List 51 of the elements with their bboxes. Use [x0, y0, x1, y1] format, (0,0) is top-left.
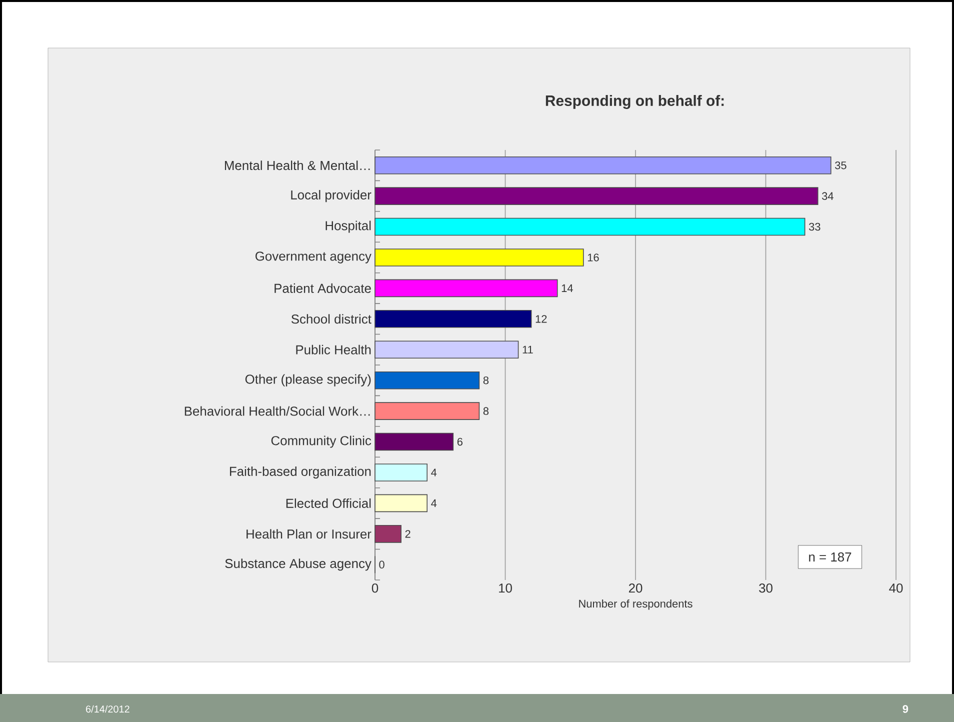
y-tick-label: Health Plan or Insurer — [246, 529, 372, 539]
bar — [374, 525, 402, 543]
data-label: 0 — [379, 560, 384, 569]
data-label: 14 — [562, 284, 573, 292]
bar — [374, 248, 584, 266]
bar — [374, 402, 480, 420]
data-label: 8 — [483, 407, 489, 415]
y-tick-label: Faith-based organization — [230, 466, 371, 479]
annotation: n = 187 — [809, 552, 852, 562]
x-tick-label: 30 — [759, 584, 772, 593]
bar — [374, 494, 428, 512]
bar — [374, 187, 818, 205]
x-tick-label: 0 — [372, 584, 378, 593]
bar — [374, 464, 428, 482]
x-tick-label: 40 — [889, 584, 903, 593]
y-tick-label: Behavioral Health/Social Work… — [184, 406, 370, 416]
y-tick-label: Mental Health & Mental… — [224, 160, 370, 170]
y-tick-label: Other (please specify) — [245, 374, 371, 386]
data-label: 6 — [457, 438, 462, 446]
data-label: 35 — [835, 161, 846, 170]
y-tick-label: Public Health — [296, 344, 371, 354]
bar — [374, 156, 832, 174]
x-tick-label: 20 — [628, 584, 642, 593]
data-label: 8 — [483, 376, 489, 384]
y-tick-label: Patient Advocate — [274, 283, 371, 293]
data-label: 2 — [405, 530, 410, 538]
data-label: 4 — [431, 468, 437, 476]
y-tick-label: Government agency — [256, 252, 372, 264]
bar — [374, 310, 532, 328]
bar — [374, 371, 480, 390]
text: 9 — [902, 705, 908, 713]
bar — [374, 279, 558, 298]
bar — [374, 432, 454, 451]
bar — [374, 218, 806, 236]
y-tick-label: Community Clinic — [271, 436, 372, 448]
data-label: 34 — [822, 192, 834, 200]
x-tick-label: 10 — [499, 584, 512, 593]
y-tick-label: Elected Official — [286, 498, 371, 508]
chart-title: Responding on behalf of: — [546, 94, 724, 109]
data-label: 11 — [522, 346, 533, 354]
x-axis-title: Number of respondents — [579, 600, 692, 610]
data-label: 16 — [588, 254, 599, 262]
text: 6/14/2012 — [86, 705, 130, 713]
data-label: 4 — [431, 499, 437, 507]
y-tick-label: Local provider — [291, 190, 372, 202]
bar — [374, 340, 519, 359]
data-label: 12 — [536, 315, 547, 323]
y-tick-label: Substance Abuse agency — [225, 558, 372, 571]
y-tick-label: School district — [291, 314, 372, 324]
y-tick-label: Hospital — [326, 220, 371, 233]
data-label: 33 — [808, 222, 820, 231]
